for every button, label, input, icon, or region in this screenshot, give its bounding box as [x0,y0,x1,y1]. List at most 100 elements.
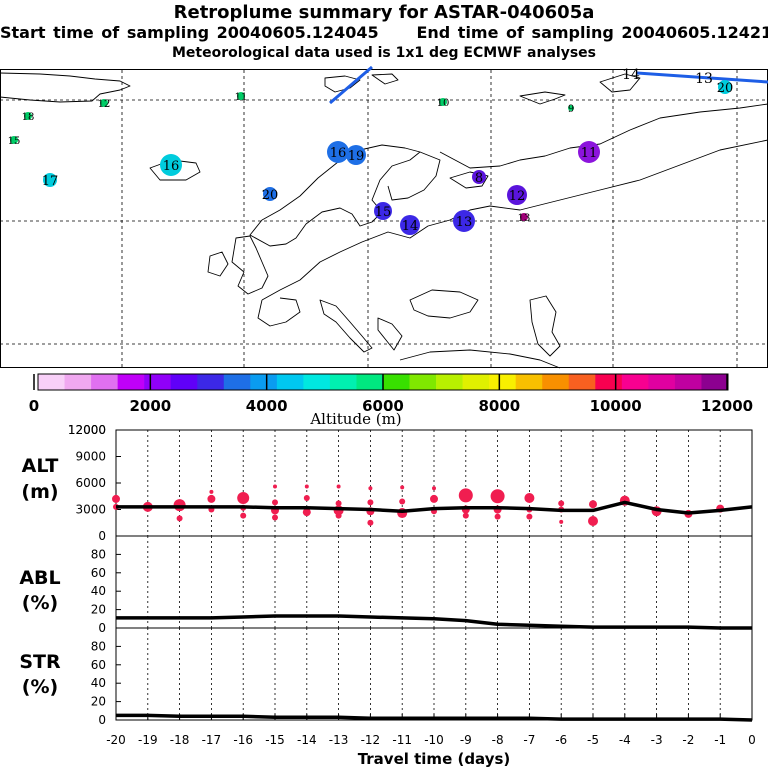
panel-ylabel: (%) [22,592,58,614]
panel-ylabel: ALT [22,455,59,477]
cluster-label: 16 [330,146,347,161]
altitude-cluster-point [368,486,373,491]
cluster-marker: 11 [235,92,247,103]
altitude-cluster-point [272,499,278,506]
colorbar-tick-label: 4000 [246,397,288,415]
altitude-cluster-point [336,484,341,489]
british-isles-coast [207,235,269,295]
colorbar-swatch [409,374,437,390]
x-tick-label: 0 [748,733,756,747]
greenland-coast [0,72,131,103]
y-tick-label: 0 [98,621,106,635]
altitude-cluster-point [112,494,120,503]
altitude-cluster-point [335,512,342,519]
altitude-cluster-point [432,486,436,491]
turkey-coast [399,349,561,369]
cluster-marker: 9 [568,104,574,115]
altitude-cluster-point [272,514,278,521]
cluster-marker: 18 [22,112,35,123]
colorbar-swatch [701,374,729,390]
cluster-marker: 14 [622,67,640,83]
cluster-dot [237,92,245,100]
y-tick-label: 12000 [68,423,106,437]
end-time-label: End time of sampling 20040605.124213 [416,23,768,42]
x-tick-label: -8 [492,733,504,747]
x-tick-label: -6 [555,733,567,747]
cluster-label: 20 [262,188,279,203]
altitude-cluster-point [303,495,310,502]
colorbar-swatch [303,374,331,390]
y-tick-label: 60 [91,566,106,580]
altitude-cluster-point [494,513,501,520]
y-tick-label: 12000 [68,423,106,437]
colorbar-swatch [383,374,410,390]
altitude-cluster-point [400,485,405,490]
altitude-cluster-point [335,500,342,507]
colorbar-swatch [91,374,118,390]
cluster-marker: 20 [262,187,279,203]
cluster-label: 11 [581,146,598,161]
colorbar-swatch [197,374,225,390]
cluster-label: 9 [568,104,574,115]
y-tick-label: 40 [91,676,106,690]
cluster-dot [24,112,32,120]
iberia-coast [257,297,301,327]
colorbar-swatch [648,374,676,390]
x-tick-label: -1 [714,733,726,747]
x-tick-label: -19 [138,733,158,747]
x-tick-label: -20 [106,733,126,747]
cluster-marker: 16 [327,141,349,163]
cluster-label: 15 [375,205,392,220]
start-time-label: Start time of sampling 20040605.124045 [0,23,379,42]
cluster-dot [578,141,600,163]
colorbar-swatch [515,374,543,390]
altitude-cluster-point [430,494,438,503]
panel-ylabel: ABL [19,567,60,589]
europe-coast [261,139,768,301]
altitude-cluster-point [458,488,473,503]
cluster-label: 16 [163,159,180,174]
panel-ylabel: (m) [21,481,58,503]
colorbar-swatch [356,374,384,390]
x-tick-label: -11 [392,733,412,747]
cluster-marker: 8 [472,170,486,186]
black-sea-coast [409,289,479,319]
sampling-times: Start time of sampling 20040605.124045 E… [0,23,768,42]
cluster-dot [346,145,366,165]
cluster-dot [507,185,527,205]
cluster-dot [718,80,732,94]
trajectory-line [636,71,768,84]
scandinavia-coast [249,144,421,247]
cluster-label: 8 [475,171,483,186]
x-tick-label: -14 [297,733,317,747]
panel-ylabel: (%) [22,676,58,698]
trajectory-paths [329,65,768,105]
cluster-marker: 15 [8,136,20,147]
x-tick-label: -12 [361,733,381,747]
cluster-marker: 15 [374,202,392,220]
colorbar-tick-label: 12000 [701,397,753,415]
greece-coast [377,317,403,351]
cluster-dot [100,99,108,107]
cluster-dot [400,215,420,235]
colorbar-tick-label: 2000 [129,397,171,415]
svalbard-coast [324,73,399,93]
map-gridlines [0,70,768,368]
panel-ylabel: STR [19,651,61,673]
altitude-cluster-point [273,484,277,489]
cluster-label: 18 [22,112,35,123]
altitude-cluster-point [524,493,535,504]
cluster-dot [568,105,574,111]
cluster-label: 20 [717,81,734,96]
colorbar-swatch [436,374,463,390]
colorbar-title: Altitude (m) [309,410,401,428]
x-tick-label: -3 [651,733,663,747]
y-tick-label: 9000 [75,450,106,464]
colorbar-swatch [64,374,92,390]
altitude-cluster-point [490,489,505,504]
colorbar-swatch [462,374,490,390]
series-line [116,614,752,630]
